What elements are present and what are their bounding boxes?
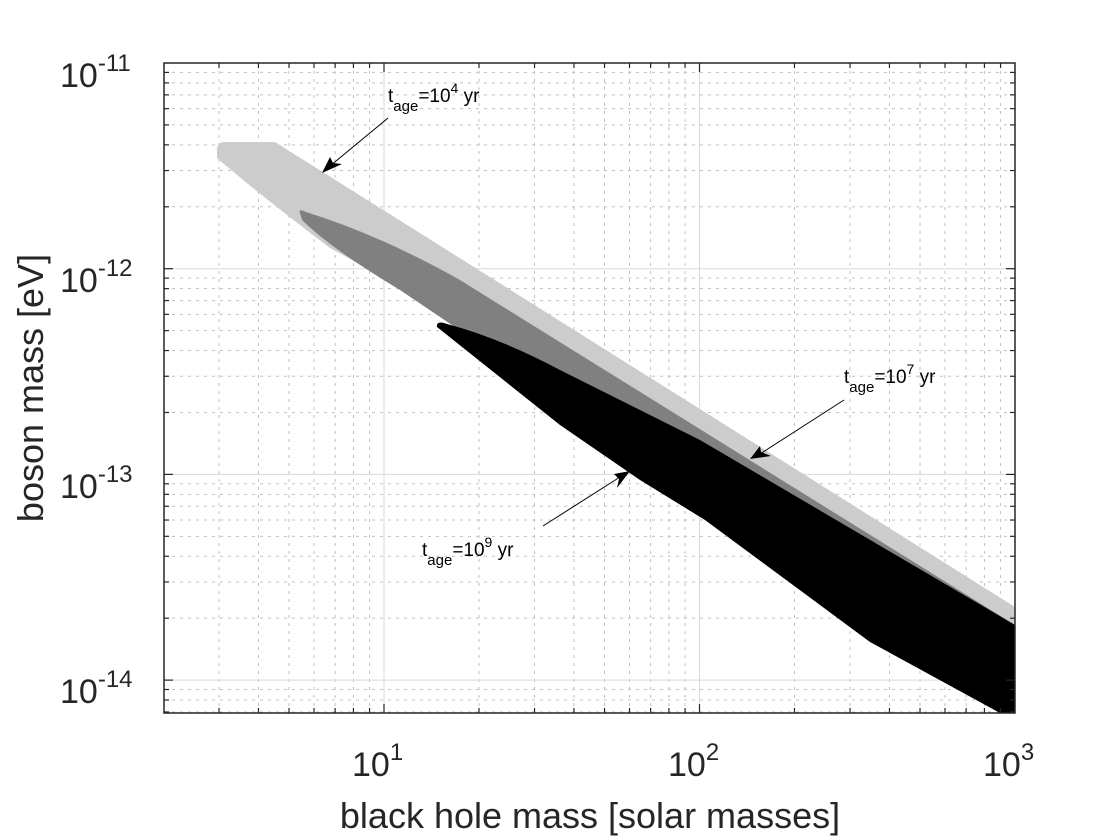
- annotation-label: tage=104 yr: [388, 80, 480, 115]
- x-tick-labels: 101 102 103: [352, 739, 1034, 784]
- x-axis-title: black hole mass [solar masses]: [340, 795, 840, 836]
- arrow-head-icon: [750, 446, 771, 459]
- arrow-head-icon: [322, 157, 342, 173]
- y-tick-label: 10-11: [60, 50, 131, 95]
- y-axis-title: boson mass [eV]: [10, 254, 51, 522]
- annotation-label: tage=107 yr: [844, 361, 936, 396]
- x-tick-label: 103: [983, 739, 1034, 784]
- major-grid: [164, 63, 1015, 713]
- annotation-tage-1e9: tage=109 yr: [422, 471, 630, 569]
- x-tick-label: 101: [352, 739, 403, 784]
- y-tick-label: 10-13: [60, 461, 133, 506]
- annotation-tage-1e7: tage=107 yr: [750, 361, 936, 459]
- y-tick-label: 10-14: [60, 666, 133, 711]
- arrow-line: [542, 476, 621, 527]
- region-tage-1e9: [436, 322, 1015, 713]
- arrow-line: [759, 399, 845, 455]
- y-tick-label: 10-12: [60, 255, 133, 300]
- y-tick-labels: 10-11 10-12 10-13 10-14: [60, 50, 133, 711]
- annotation-tage-1e4: tage=104 yr: [322, 80, 480, 173]
- axes-box: [163, 62, 1016, 714]
- exclusion-regions: [217, 142, 1015, 713]
- annotation-label: tage=109 yr: [422, 534, 514, 569]
- arrow-head-icon: [614, 471, 630, 488]
- minor-grid: [164, 63, 1015, 713]
- axis-ticks: [164, 63, 1015, 713]
- x-tick-label: 102: [668, 739, 719, 784]
- arrow-line: [329, 117, 389, 167]
